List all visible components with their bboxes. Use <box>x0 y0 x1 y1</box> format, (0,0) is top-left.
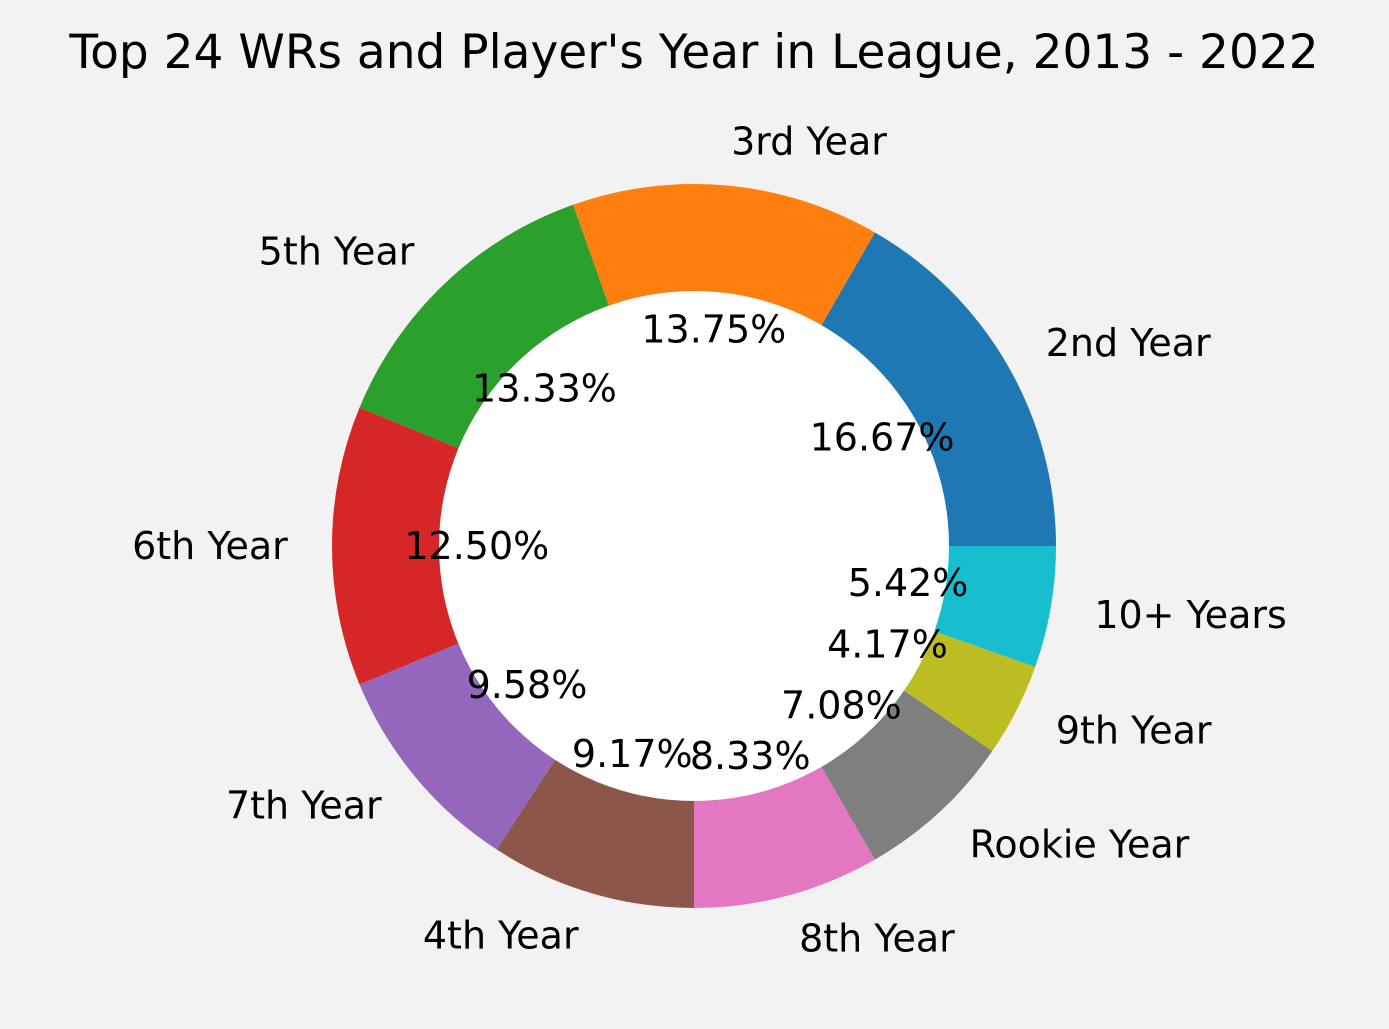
pct-label-2nd-year: 16.67% <box>810 415 955 459</box>
chart-title: Top 24 WRs and Player's Year in League, … <box>68 25 1318 80</box>
donut-hole <box>439 291 949 801</box>
pct-label-10-years: 5.42% <box>848 561 969 605</box>
pct-label-rookie-year: 7.08% <box>781 684 902 728</box>
pct-label-4th-year: 9.17% <box>572 732 693 776</box>
category-label-4th-year: 4th Year <box>423 913 579 957</box>
percent-labels-group: 16.67% 13.75% 13.33% 12.50% 9.58% 9.17%8.33% 7… <box>404 308 968 778</box>
pct-label-6th-year: 12.50% <box>404 524 549 568</box>
category-label-6th-year: 6th Year <box>132 524 288 568</box>
category-label-7th-year: 7th Year <box>226 784 382 828</box>
pct-label-5th-year: 13.33% <box>472 366 617 410</box>
category-labels-group: 2nd Year 3rd Year 5th Year 6th Year 7th Year… <box>132 119 1287 960</box>
category-label-10-years: 10+ Years <box>1094 593 1287 637</box>
pct-label-3rd-year: 13.75% <box>641 308 786 352</box>
pct-label-9th-year: 4.17% <box>827 623 948 667</box>
category-label-3rd-year: 3rd Year <box>731 119 887 163</box>
category-label-2nd-year: 2nd Year <box>1046 321 1211 365</box>
category-label-9th-year: 9th Year <box>1056 709 1212 753</box>
category-label-5th-year: 5th Year <box>259 229 415 273</box>
pct-label-7th-year: 9.58% <box>467 663 588 707</box>
category-label-rookie-year: Rookie Year <box>970 822 1190 866</box>
category-label-8th-year: 8th Year <box>799 916 955 960</box>
pct-label-8th-year: 8.33% <box>690 734 811 778</box>
